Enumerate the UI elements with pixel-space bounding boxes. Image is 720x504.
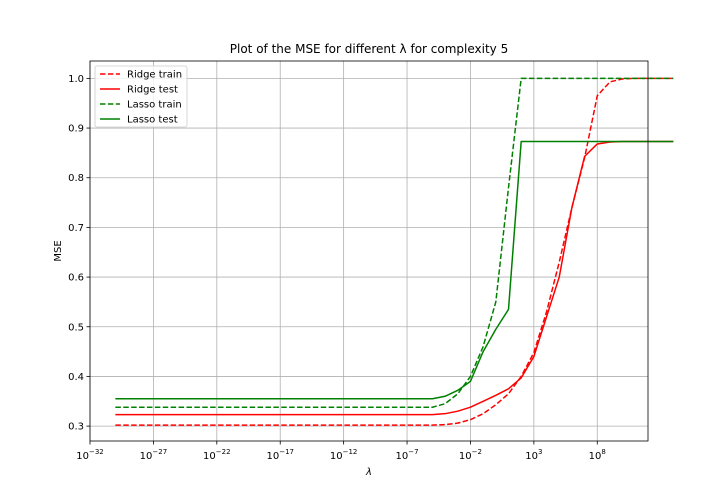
series-lines bbox=[115, 77, 674, 426]
legend-label-ridge-train: Ridge train bbox=[127, 70, 182, 81]
y-tick-label: 0.5 bbox=[68, 322, 84, 333]
series-line-lasso-train bbox=[115, 77, 674, 408]
y-tick-label: 1.0 bbox=[68, 74, 84, 85]
chart-title: Plot of the MSE for different λ for comp… bbox=[230, 42, 508, 56]
x-tick-label: 10−22 bbox=[203, 448, 231, 462]
x-tick-label: 108 bbox=[589, 448, 606, 462]
x-tick-label: 10−17 bbox=[266, 448, 294, 462]
x-tick-label: 103 bbox=[525, 448, 542, 462]
x-axis-ticks: 10−32 10−27 10−22 10−17 10−12 10−7 10−2 103 108 bbox=[76, 441, 606, 462]
legend-label-lasso-train: Lasso train bbox=[127, 100, 182, 111]
y-tick-label: 0.7 bbox=[68, 223, 84, 234]
x-axis-title: λ bbox=[365, 467, 372, 478]
legend-box bbox=[94, 65, 188, 128]
y-tick-label: 0.9 bbox=[68, 124, 84, 135]
y-tick-label: 0.8 bbox=[68, 173, 84, 184]
x-tick-label: 10−12 bbox=[330, 448, 358, 462]
plot-frame bbox=[89, 60, 649, 442]
y-axis-ticks: 0.3 0.4 0.5 0.6 0.7 0.8 0.9 1.0 bbox=[68, 74, 90, 433]
x-tick-label: 10−27 bbox=[140, 448, 168, 462]
y-tick-label: 0.6 bbox=[68, 273, 84, 284]
series-line-ridge-train bbox=[115, 77, 674, 426]
grid-lines bbox=[89, 61, 648, 441]
y-tick-label: 0.3 bbox=[68, 422, 84, 433]
x-tick-label: 10−32 bbox=[76, 448, 104, 462]
legend-label-ridge-test: Ridge test bbox=[127, 85, 178, 96]
x-tick-label: 10−7 bbox=[396, 448, 419, 462]
y-axis-title: MSE bbox=[53, 240, 64, 261]
legend-label-lasso-test: Lasso test bbox=[127, 115, 178, 126]
legend: Ridge train Ridge test Lasso train Lasso te… bbox=[94, 65, 188, 128]
x-tick-label: 10−2 bbox=[459, 448, 482, 462]
y-tick-label: 0.4 bbox=[68, 372, 84, 383]
series-line-lasso-test bbox=[115, 140, 674, 400]
